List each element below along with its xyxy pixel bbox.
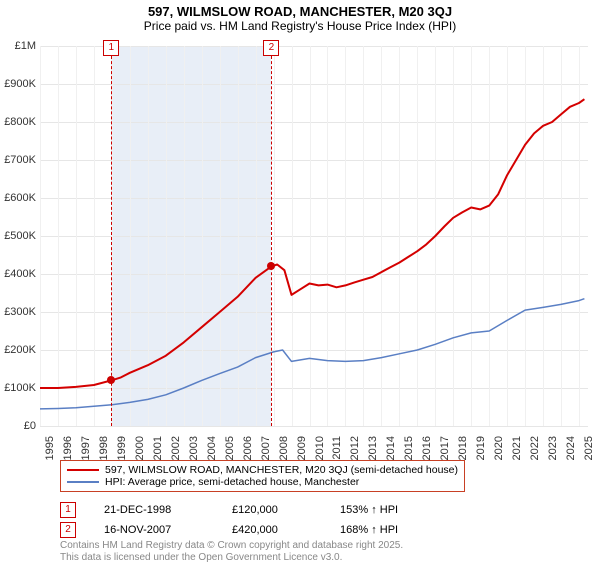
sales-table: 1 21-DEC-1998 £120,000 153% ↑ HPI 2 16-NOV-20…	[60, 502, 398, 542]
legend-label: 597, WILMSLOW ROAD, MANCHESTER, M20 3QJ …	[105, 464, 458, 476]
legend-row: HPI: Average price, semi-detached house,…	[67, 476, 458, 488]
sale-number-box: 2	[60, 522, 76, 538]
chart-svg	[40, 46, 588, 426]
y-axis-label: £100K	[4, 382, 36, 394]
legend-box: 597, WILMSLOW ROAD, MANCHESTER, M20 3QJ …	[60, 460, 465, 492]
footnote-2: This data is licensed under the Open Gov…	[60, 552, 342, 563]
sale-row: 2 16-NOV-2007 £420,000 168% ↑ HPI	[60, 522, 398, 538]
y-gridline	[40, 426, 588, 427]
sale-marker-line-1	[111, 46, 112, 426]
x-axis-label: 2024	[565, 436, 577, 476]
chart-title: 597, WILMSLOW ROAD, MANCHESTER, M20 3QJ	[0, 4, 600, 19]
legend-row: 597, WILMSLOW ROAD, MANCHESTER, M20 3QJ …	[67, 464, 458, 476]
legend-label: HPI: Average price, semi-detached house,…	[105, 476, 359, 488]
x-axis-label: 2021	[511, 436, 523, 476]
footnote-1: Contains HM Land Registry data © Crown c…	[60, 540, 403, 551]
chart-subtitle: Price paid vs. HM Land Registry's House …	[0, 19, 600, 33]
y-axis-label: £900K	[4, 78, 36, 90]
x-axis-label: 2022	[529, 436, 541, 476]
sale-row: 1 21-DEC-1998 £120,000 153% ↑ HPI	[60, 502, 398, 518]
x-axis-label: 1995	[44, 436, 56, 476]
sale-price: £420,000	[232, 524, 312, 536]
y-axis-label: £400K	[4, 268, 36, 280]
x-axis-label: 2020	[493, 436, 505, 476]
sale-marker-box-1: 1	[103, 40, 119, 56]
x-axis-label: 2019	[475, 436, 487, 476]
legend-swatch	[67, 481, 99, 483]
y-axis-label: £1M	[15, 40, 36, 52]
sale-price: £120,000	[232, 504, 312, 516]
y-axis-label: £0	[24, 420, 36, 432]
sale-marker-line-2	[271, 46, 272, 426]
y-axis-label: £500K	[4, 230, 36, 242]
series-line-hpi	[40, 299, 584, 409]
sale-marker-dot-1	[107, 376, 115, 384]
legend-swatch	[67, 469, 99, 471]
chart-plot-area: £0£100K£200K£300K£400K£500K£600K£700K£80…	[40, 46, 588, 426]
y-axis-label: £700K	[4, 154, 36, 166]
series-line-property	[40, 99, 584, 388]
y-axis-label: £800K	[4, 116, 36, 128]
sale-date: 21-DEC-1998	[104, 504, 204, 516]
y-axis-label: £200K	[4, 344, 36, 356]
sale-hpi: 168% ↑ HPI	[340, 524, 398, 536]
y-axis-label: £300K	[4, 306, 36, 318]
x-axis-label: 2023	[547, 436, 559, 476]
sale-number-box: 1	[60, 502, 76, 518]
sale-marker-dot-2	[267, 262, 275, 270]
y-axis-label: £600K	[4, 192, 36, 204]
sale-marker-box-2: 2	[263, 40, 279, 56]
sale-date: 16-NOV-2007	[104, 524, 204, 536]
sale-hpi: 153% ↑ HPI	[340, 504, 398, 516]
x-axis-label: 2025	[583, 436, 595, 476]
